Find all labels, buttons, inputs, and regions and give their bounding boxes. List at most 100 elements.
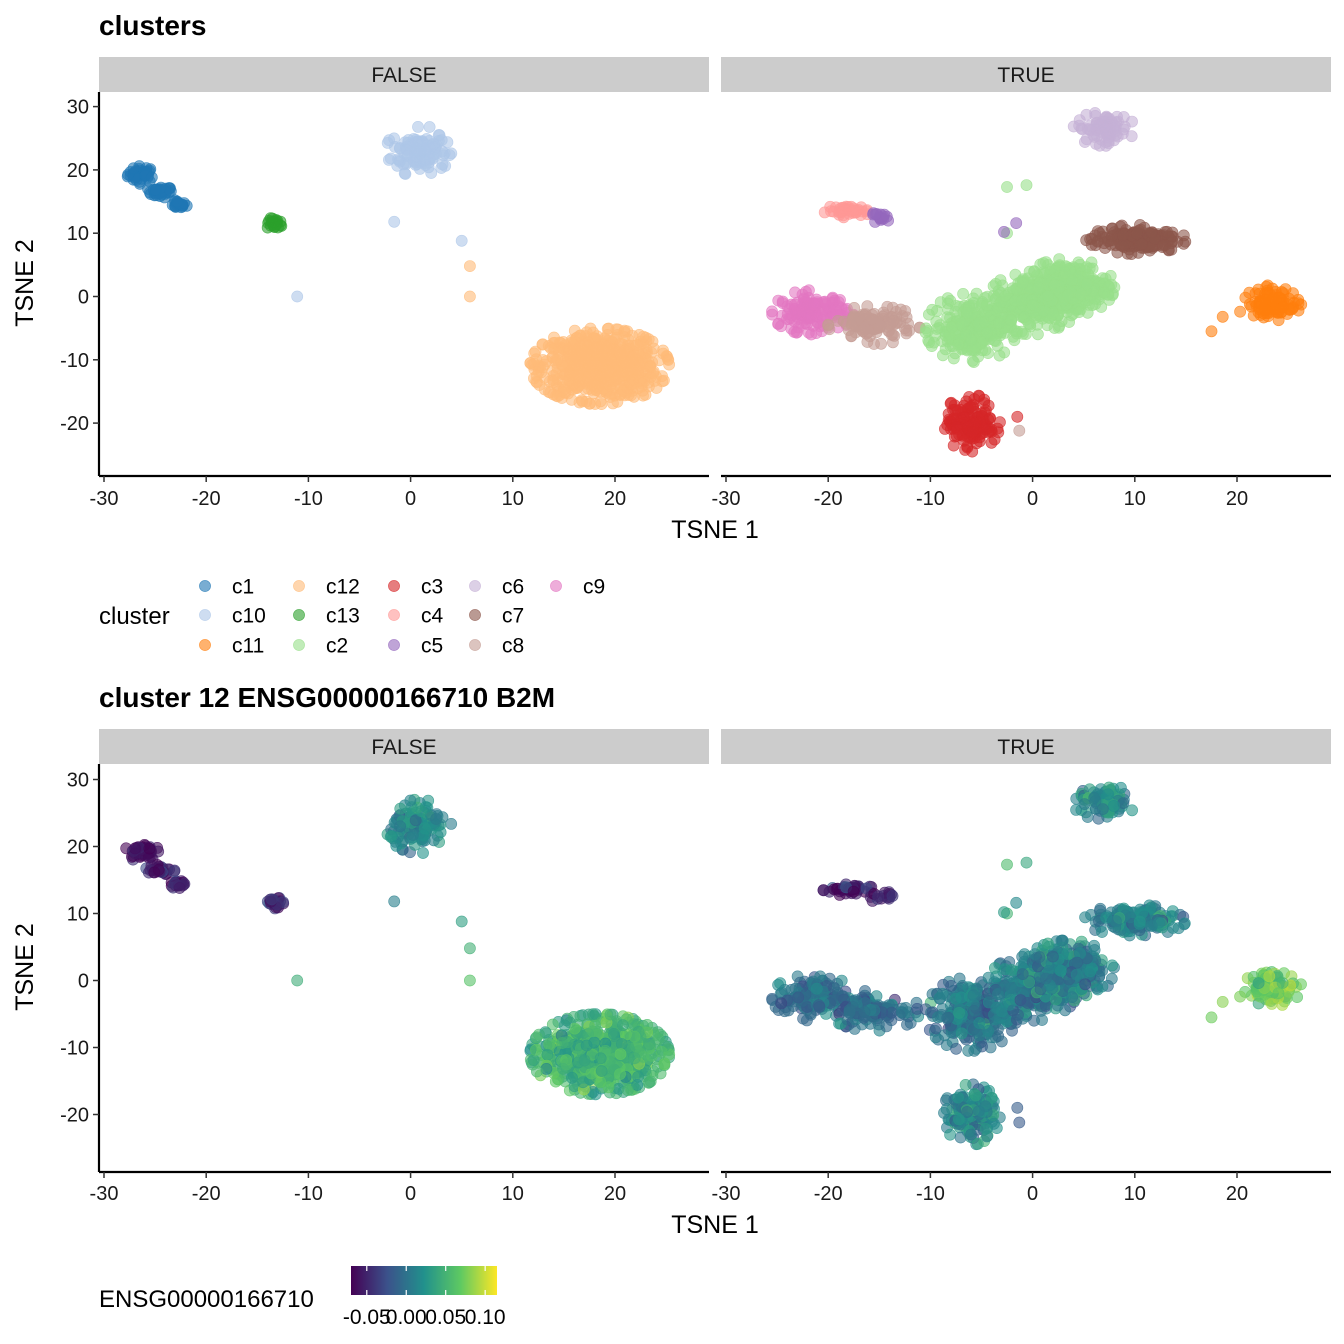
data-point — [995, 1035, 1008, 1048]
legend-key — [469, 580, 481, 592]
legend-item: c2 — [293, 635, 348, 658]
panel-true — [766, 107, 1308, 458]
legend-title: cluster — [99, 603, 170, 630]
data-point — [580, 1039, 593, 1052]
data-point — [388, 215, 401, 228]
data-point — [1021, 997, 1034, 1009]
data-point — [847, 885, 860, 898]
y-tick-label: 10 — [67, 223, 89, 245]
data-point — [571, 359, 584, 372]
data-point — [1010, 217, 1023, 229]
legend-key — [469, 639, 481, 651]
data-point — [810, 982, 823, 995]
data-point — [127, 162, 140, 175]
data-point — [984, 412, 996, 424]
data-point — [1079, 978, 1092, 991]
data-point — [1167, 922, 1179, 934]
data-point — [1032, 281, 1045, 294]
data-point — [1036, 1014, 1048, 1026]
data-point — [978, 422, 991, 435]
data-point — [168, 864, 181, 877]
data-point — [789, 286, 801, 299]
data-point — [1234, 305, 1246, 318]
data-point — [1145, 920, 1158, 932]
data-point — [1010, 896, 1023, 909]
data-point — [1020, 179, 1033, 191]
data-point — [936, 987, 949, 1000]
data-point — [961, 306, 973, 319]
data-point — [1062, 289, 1074, 301]
data-point — [886, 890, 899, 902]
data-point — [1026, 299, 1039, 311]
data-point — [1102, 131, 1115, 144]
data-point — [265, 893, 278, 906]
data-point — [875, 337, 887, 350]
data-point — [1031, 318, 1044, 331]
data-point — [594, 1052, 607, 1065]
data-point — [656, 375, 669, 388]
data-point — [966, 445, 979, 458]
data-point — [881, 300, 894, 313]
y-tick-label: -10 — [60, 350, 89, 372]
data-point — [384, 152, 397, 165]
legend-label: c7 — [502, 605, 524, 628]
data-point — [1106, 959, 1119, 972]
data-point — [950, 429, 963, 442]
data-point — [611, 371, 623, 384]
data-point — [957, 411, 970, 424]
data-point — [455, 915, 468, 928]
data-point — [1011, 410, 1024, 423]
data-point — [560, 1058, 573, 1071]
data-point — [423, 121, 436, 133]
data-point — [561, 1036, 574, 1049]
data-point — [1107, 800, 1120, 812]
data-point — [551, 353, 564, 366]
data-point — [1012, 1009, 1024, 1021]
data-point — [862, 326, 875, 338]
data-point — [607, 397, 619, 410]
data-point — [129, 842, 141, 855]
data-point — [926, 303, 939, 316]
data-point — [1110, 915, 1122, 927]
data-point — [463, 260, 476, 272]
data-point — [1216, 310, 1229, 323]
strip-label-true: TRUE — [997, 736, 1054, 759]
data-point — [541, 1048, 554, 1061]
legend-item: c1 — [199, 576, 254, 599]
legend-key — [199, 639, 211, 651]
data-point — [1001, 181, 1013, 193]
legend-key — [293, 609, 305, 621]
data-point — [430, 813, 442, 825]
data-point — [435, 162, 448, 174]
data-point — [1065, 309, 1078, 322]
data-point — [1001, 858, 1013, 871]
data-point — [775, 997, 788, 1010]
data-point — [982, 1025, 995, 1037]
data-point — [390, 840, 403, 852]
legend-label: c12 — [326, 576, 360, 599]
data-point — [1033, 951, 1046, 963]
data-point — [1047, 307, 1060, 320]
data-point — [955, 316, 968, 329]
data-point — [848, 1023, 861, 1035]
data-point — [578, 1054, 591, 1067]
data-point — [531, 1065, 543, 1078]
data-point — [530, 1044, 542, 1056]
data-point — [1239, 291, 1252, 304]
data-point — [1105, 238, 1117, 251]
data-point — [1292, 293, 1305, 306]
plot-clusters: clusters FALSE TRUE -30 -20 -10 0 10 20 -30 -20… — [11, 10, 1331, 658]
data-point — [868, 1004, 881, 1017]
data-point — [1081, 811, 1094, 823]
data-point — [978, 397, 991, 409]
x-tick-label: 10 — [502, 488, 524, 510]
data-point — [576, 395, 589, 408]
y-tick-label: 30 — [67, 97, 89, 119]
data-point — [602, 1081, 615, 1094]
data-point — [957, 287, 969, 300]
data-point — [953, 1007, 965, 1019]
data-point — [870, 990, 883, 1003]
